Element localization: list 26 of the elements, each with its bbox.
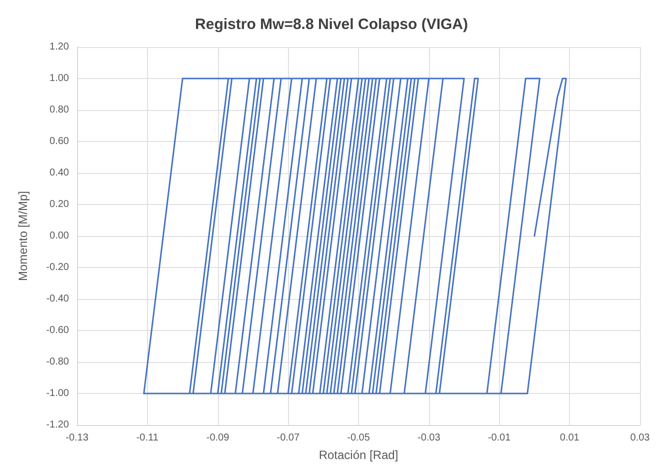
y-tick-label: -0.20 <box>46 262 70 273</box>
x-tick-label: 0.03 <box>630 432 650 444</box>
x-tick-label: -0.11 <box>136 432 159 444</box>
y-tick-label: -1.20 <box>46 420 70 430</box>
x-tick-label: -0.07 <box>276 432 300 444</box>
x-tick-label: -0.09 <box>206 432 230 444</box>
x-tick-label: -0.13 <box>66 432 89 444</box>
y-tick-label: 0.20 <box>50 199 70 210</box>
y-tick-label: 0.60 <box>50 136 70 147</box>
y-tick-label: 0.40 <box>50 168 70 178</box>
y-tick-label: -1.00 <box>46 388 70 399</box>
x-tick-label: -0.01 <box>488 432 512 444</box>
y-tick-label: -0.80 <box>46 356 70 368</box>
x-axis-title: Rotación [Rad] <box>318 448 398 462</box>
y-tick-label: 1.20 <box>50 42 70 52</box>
x-tick-label: -0.05 <box>347 432 370 444</box>
y-tick-label: -0.60 <box>46 325 70 336</box>
y-tick-label: 1.00 <box>50 73 70 84</box>
x-tick-label: -0.03 <box>417 432 441 444</box>
line-series <box>143 78 567 394</box>
chart-title: Registro Mw=8.8 Nivel Colapso (VIGA) <box>195 16 468 33</box>
y-tick-label: -0.40 <box>46 294 70 304</box>
x-tick-label: 0.01 <box>560 432 580 444</box>
y-tick-label: 0.80 <box>50 104 70 116</box>
y-tick-label: 0.00 <box>50 230 70 242</box>
y-axis-title: Momento [M/Mp] <box>16 190 30 282</box>
